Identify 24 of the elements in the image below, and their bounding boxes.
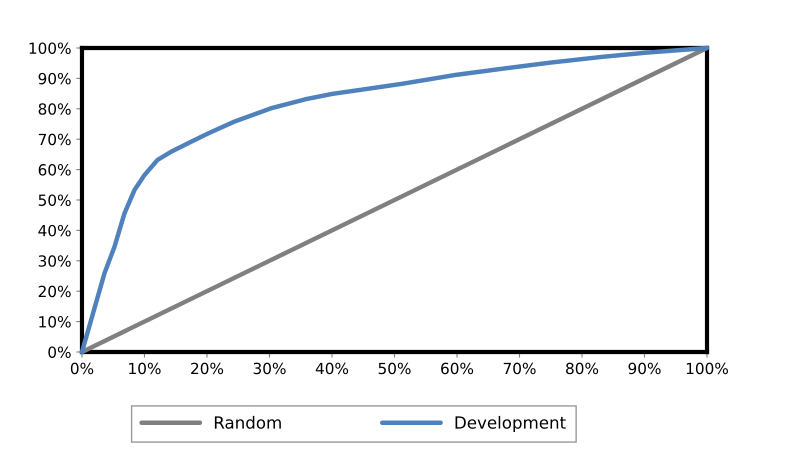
x-tick-label: 30% — [254, 362, 286, 374]
x-tick-label: 70% — [504, 362, 536, 374]
legend-label: Development — [456, 416, 566, 432]
y-tick-label: 20% — [38, 286, 71, 298]
y-tick-label: 0% — [48, 346, 71, 358]
y-tick-label: 10% — [39, 316, 71, 328]
x-tick-label: 40% — [316, 362, 348, 374]
x-tick-label: 80% — [566, 362, 598, 374]
y-tick-label: 90% — [38, 72, 71, 84]
y-tick-label: 70% — [38, 134, 71, 146]
x-tick-label: 100% — [686, 362, 728, 374]
y-tick-label: 80% — [38, 103, 71, 115]
y-tick-label: 40% — [38, 224, 71, 236]
x-tick-label: 20% — [191, 362, 224, 374]
y-tick-label: 60% — [38, 164, 71, 176]
x-tick-label: 90% — [628, 362, 661, 374]
y-tick-label: 100% — [30, 42, 71, 54]
x-tick-label: 60% — [441, 362, 474, 374]
x-tick-label: 0% — [70, 362, 94, 374]
x-tick-label: 50% — [378, 362, 411, 374]
x-tick-label: 10% — [129, 362, 161, 374]
y-tick-label: 30% — [38, 255, 71, 267]
y-tick-label: 50% — [38, 194, 71, 206]
legend-label: Random — [214, 416, 281, 429]
